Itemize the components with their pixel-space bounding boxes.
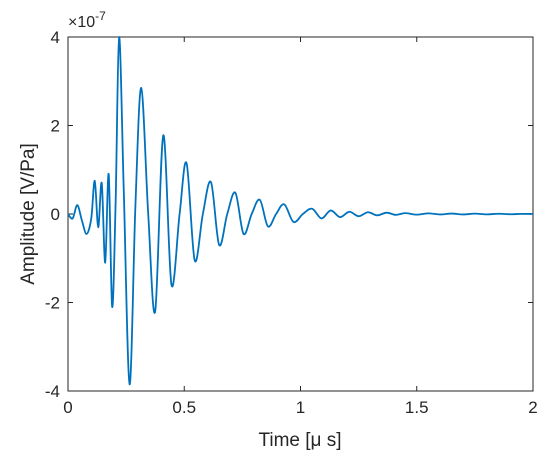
y-tick-label: 0 bbox=[51, 205, 60, 224]
x-axis-title: Time [μ s] bbox=[258, 430, 341, 451]
y-exponent-label: ×10-7 bbox=[68, 9, 106, 31]
x-tick-label: 2 bbox=[528, 398, 537, 417]
y-tick-label: 4 bbox=[51, 28, 60, 47]
y-tick-label: -4 bbox=[45, 382, 60, 401]
y-tick-label: -2 bbox=[45, 294, 60, 313]
x-tick-label: 0 bbox=[63, 398, 72, 417]
y-tick-label: 2 bbox=[51, 117, 60, 136]
x-tick-label: 0.5 bbox=[172, 398, 196, 417]
y-exponent-power: -7 bbox=[95, 9, 106, 23]
y-axis-title: Amplitude [V/Pa] bbox=[18, 143, 39, 285]
tick-layer: 0 0.5 1 1.5 2 -4 -2 0 2 4 bbox=[45, 28, 538, 417]
x-tick-label: 1 bbox=[296, 398, 305, 417]
series-layer bbox=[67, 36, 534, 386]
x-tick-label: 1.5 bbox=[405, 398, 429, 417]
y-exponent-base: ×10 bbox=[68, 14, 95, 31]
series-line-0 bbox=[67, 36, 534, 386]
